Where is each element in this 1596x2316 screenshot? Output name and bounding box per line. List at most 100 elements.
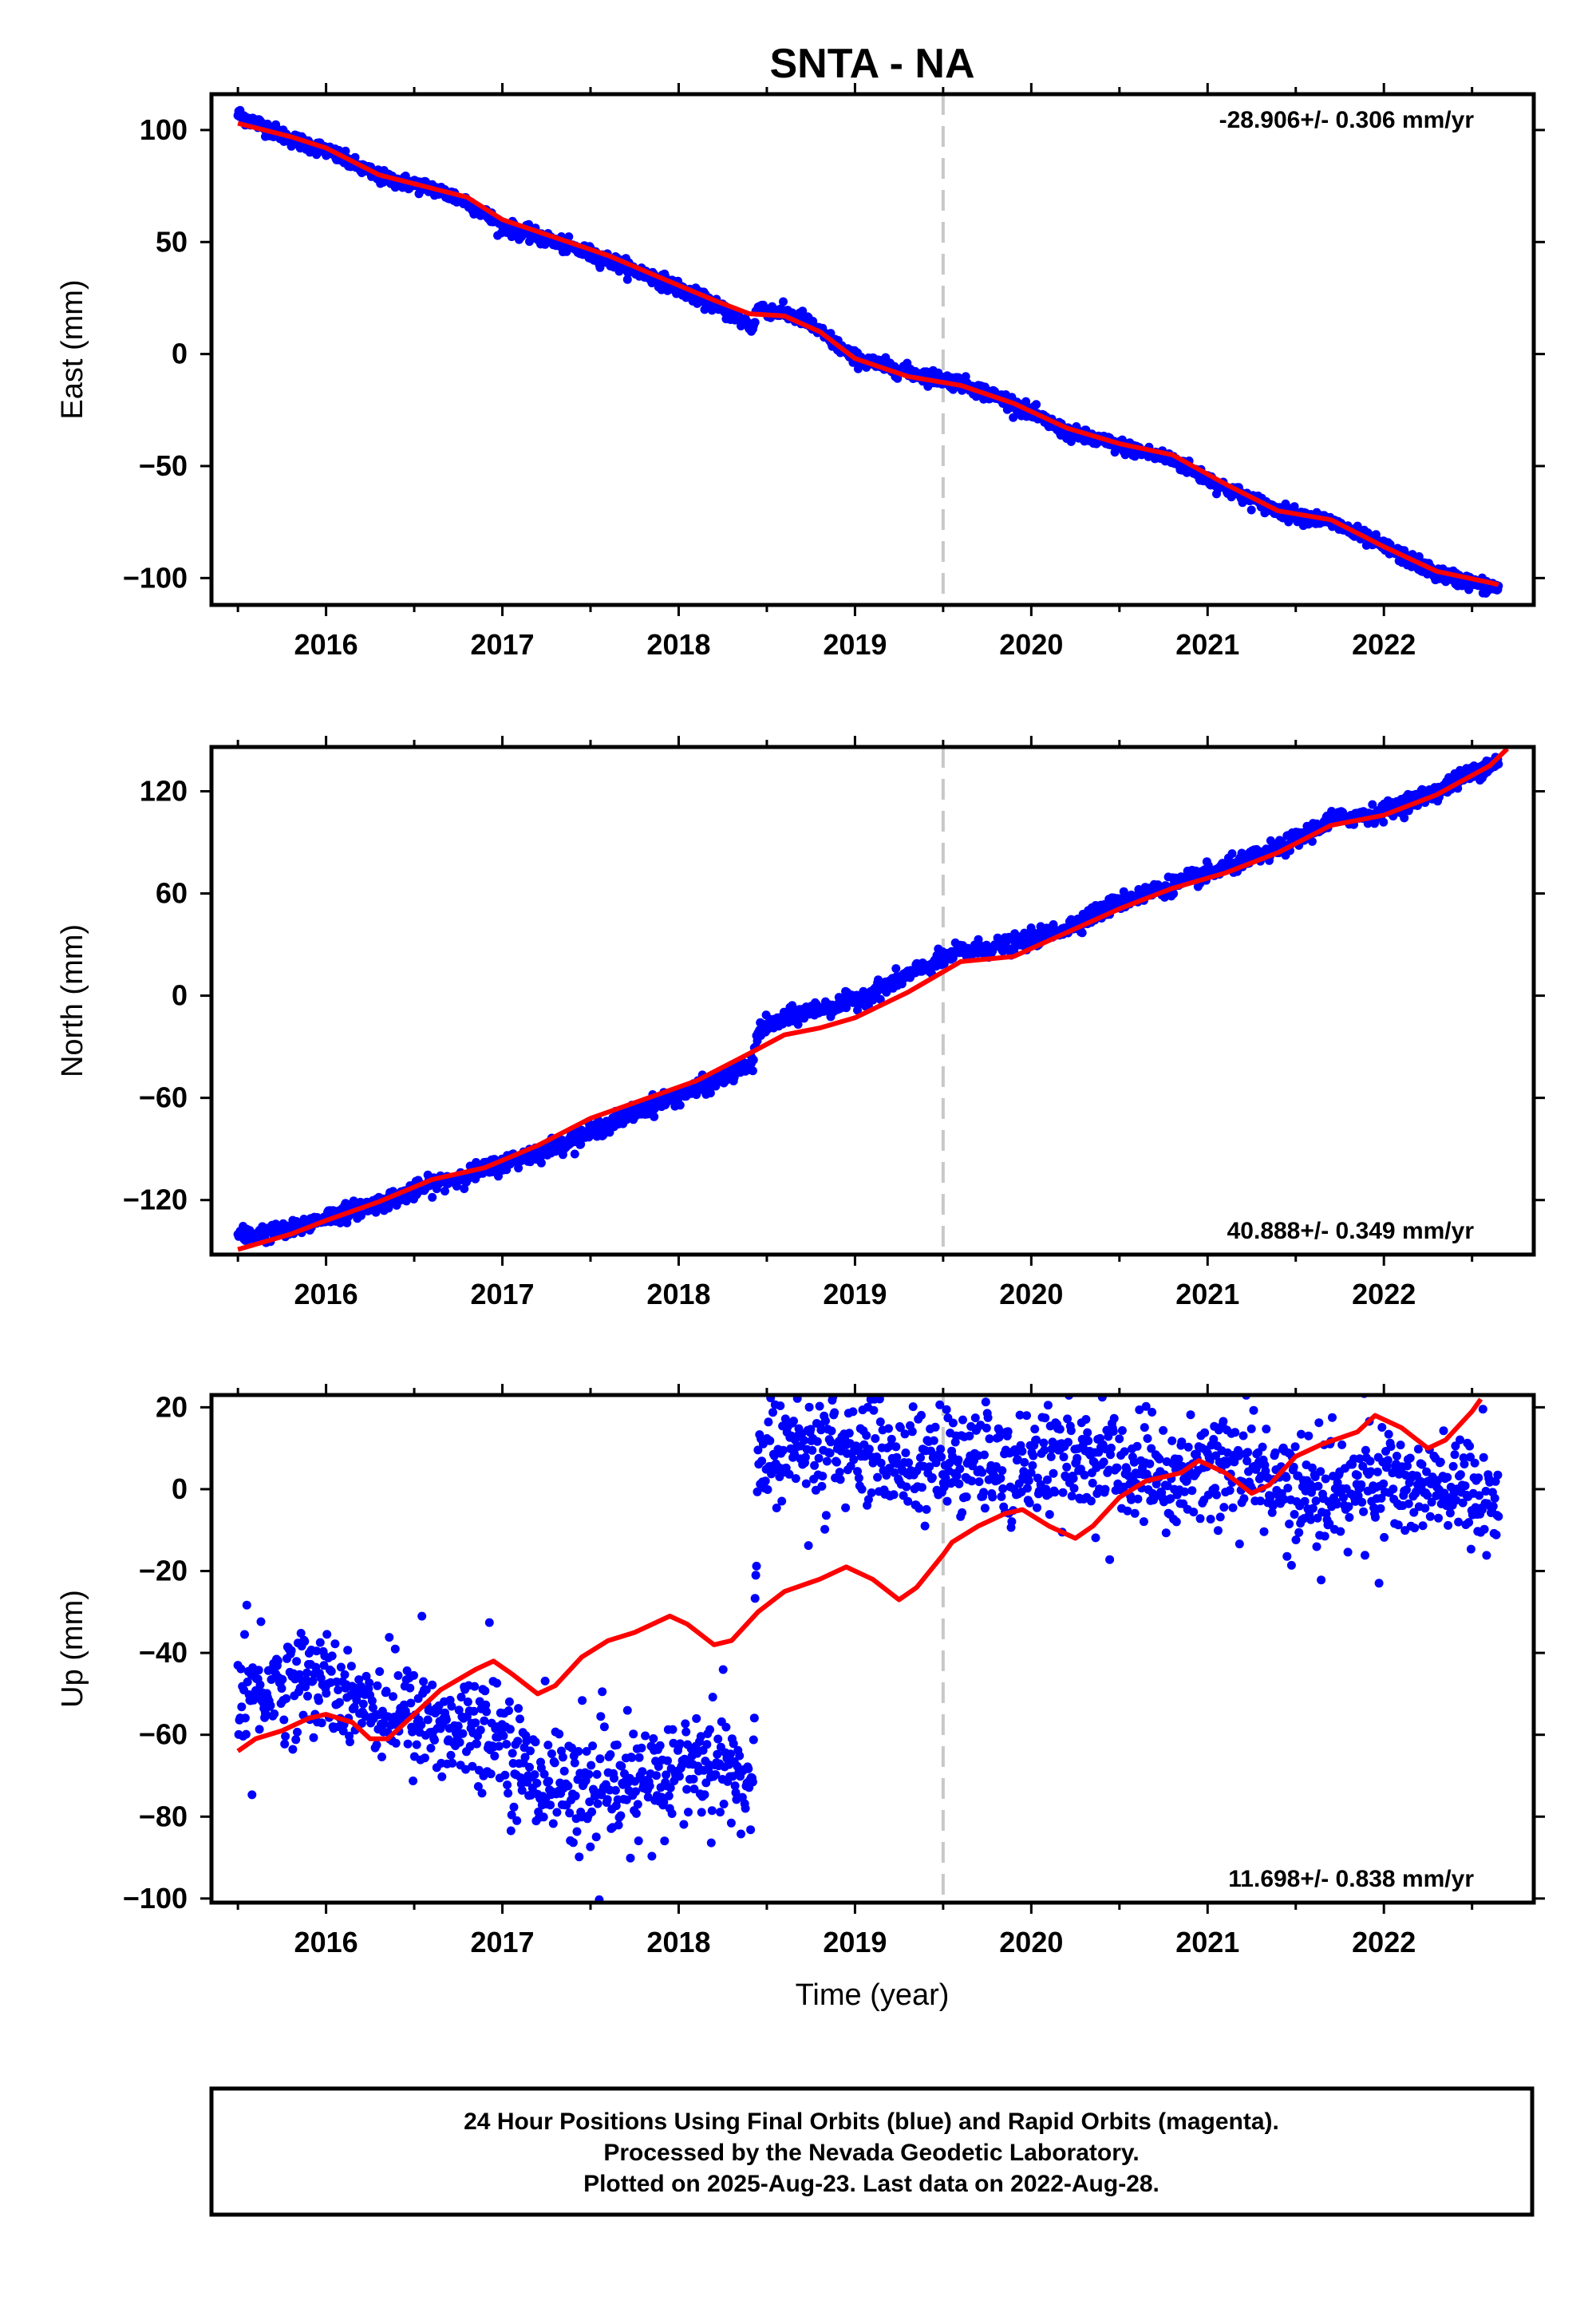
data-point	[346, 1662, 356, 1671]
y-tick-label: 0	[172, 338, 188, 370]
data-point	[1148, 1408, 1157, 1417]
data-point	[801, 1479, 811, 1488]
data-point	[779, 297, 788, 306]
data-point	[854, 1473, 863, 1483]
data-point	[1297, 1429, 1306, 1439]
data-point	[428, 1680, 437, 1690]
data-point	[1086, 1496, 1096, 1506]
data-point	[1029, 1451, 1038, 1460]
data-point	[948, 1418, 958, 1428]
data-point	[925, 1462, 934, 1472]
data-point	[1183, 1442, 1193, 1452]
data-point	[1212, 1490, 1221, 1500]
data-point	[1024, 1476, 1033, 1485]
velocity-rate-label: 40.888+/- 0.349 mm/yr	[1227, 1218, 1475, 1244]
data-point	[419, 1677, 429, 1686]
data-point	[550, 1758, 559, 1768]
data-point	[1231, 1428, 1240, 1437]
data-point	[920, 1521, 930, 1531]
data-point	[512, 1816, 522, 1825]
data-point	[1159, 1425, 1168, 1435]
data-point	[1084, 1436, 1093, 1445]
data-point	[293, 1727, 302, 1737]
data-point	[1043, 1401, 1053, 1410]
data-point	[721, 1722, 731, 1732]
data-point	[280, 1739, 290, 1749]
data-point	[634, 1753, 644, 1762]
data-point	[455, 1737, 464, 1747]
data-point	[776, 1401, 785, 1410]
data-point	[1022, 1411, 1031, 1421]
data-point	[517, 1785, 527, 1795]
data-point	[1307, 836, 1317, 846]
data-point	[291, 1735, 301, 1745]
y-tick-label: 0	[172, 979, 188, 1012]
data-point	[815, 1401, 824, 1411]
data-point	[236, 1664, 246, 1674]
data-point	[1368, 800, 1377, 809]
data-point	[1242, 1456, 1252, 1466]
data-point	[788, 1001, 797, 1010]
data-point	[1246, 505, 1256, 515]
data-point	[334, 1686, 343, 1694]
data-point	[1304, 1431, 1314, 1441]
data-point	[617, 1761, 626, 1771]
data-point	[955, 1464, 965, 1474]
data-point	[282, 1694, 291, 1703]
data-point	[1058, 1488, 1068, 1497]
data-point	[1064, 1437, 1073, 1447]
data-point	[440, 1187, 449, 1196]
data-point	[428, 1192, 437, 1202]
data-point	[540, 1676, 550, 1686]
data-point	[647, 1852, 657, 1861]
data-point	[1317, 1575, 1326, 1585]
data-point	[584, 1769, 594, 1779]
data-point	[1290, 1442, 1300, 1452]
data-point	[543, 1741, 553, 1750]
data-point	[610, 1785, 620, 1795]
data-point	[316, 1674, 326, 1683]
plot-frame	[209, 92, 1536, 607]
data-point	[1017, 1447, 1027, 1456]
data-point	[1267, 1508, 1277, 1517]
x-tick-label: 2018	[646, 1278, 710, 1310]
model-curve	[237, 121, 1499, 587]
data-point	[520, 1753, 530, 1762]
data-point	[447, 1701, 456, 1711]
data-point	[1080, 1470, 1089, 1480]
data-point	[700, 1790, 709, 1800]
data-point	[1207, 1374, 1216, 1383]
data-point	[406, 1698, 416, 1708]
data-points	[233, 1374, 1503, 1903]
data-point	[730, 1781, 740, 1791]
data-point	[798, 306, 808, 316]
velocity-rate-label: -28.906+/- 0.306 mm/yr	[1219, 107, 1475, 133]
data-point	[891, 1442, 901, 1452]
data-point	[1043, 1475, 1052, 1484]
data-point	[1286, 1560, 1296, 1570]
data-point	[477, 1788, 487, 1798]
data-point	[1049, 1468, 1058, 1478]
data-point	[614, 1820, 623, 1830]
data-point	[737, 1829, 745, 1839]
data-point	[514, 1704, 523, 1713]
data-point	[610, 1773, 618, 1783]
data-point	[1067, 1492, 1077, 1501]
data-point	[995, 1427, 1005, 1436]
data-point	[1055, 1425, 1065, 1434]
data-point	[555, 1729, 564, 1739]
data-point	[895, 1423, 905, 1433]
data-point	[570, 1149, 579, 1159]
x-tick-label: 2022	[1352, 1278, 1416, 1310]
y-tick-label: 60	[156, 877, 188, 910]
data-point	[463, 1697, 472, 1706]
data-point	[1139, 1517, 1148, 1527]
data-point	[726, 1749, 735, 1759]
data-point	[525, 1762, 534, 1772]
data-point	[503, 1780, 512, 1789]
data-point	[471, 1718, 480, 1728]
data-point	[505, 1725, 515, 1734]
data-point	[810, 1460, 820, 1470]
data-point	[663, 1756, 672, 1765]
